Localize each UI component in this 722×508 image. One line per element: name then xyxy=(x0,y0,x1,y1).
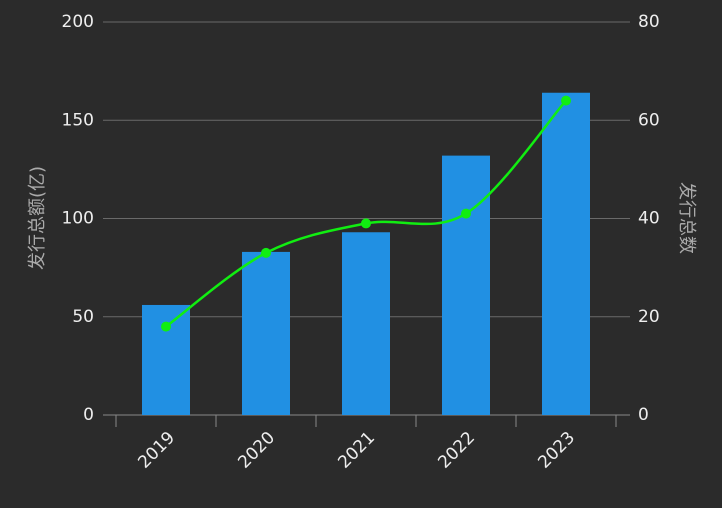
x-tick-label: 2021 xyxy=(334,428,379,473)
y2-tick-label: 0 xyxy=(638,405,649,425)
point xyxy=(561,95,571,106)
y-axis-title: 发行总额(亿) xyxy=(27,166,48,270)
y2-tick-label: 60 xyxy=(638,110,660,130)
bar xyxy=(342,232,390,415)
bar xyxy=(142,304,190,415)
bar xyxy=(542,92,590,416)
point xyxy=(261,247,271,258)
y-tick-label: 0 xyxy=(83,405,94,425)
y-tick-label: 150 xyxy=(62,110,94,130)
x-tick-label: 2022 xyxy=(434,428,479,473)
point xyxy=(461,208,471,219)
y2-tick-label: 20 xyxy=(638,307,660,327)
y2-tick-label: 80 xyxy=(638,12,660,32)
y-tick-label: 200 xyxy=(62,12,94,32)
y-tick-label: 100 xyxy=(62,209,94,229)
x-tick-label: 2023 xyxy=(534,428,579,473)
bar xyxy=(242,251,290,415)
y-tick-label: 50 xyxy=(72,307,94,327)
x-tick-label: 2019 xyxy=(134,428,179,473)
point xyxy=(161,321,171,332)
point xyxy=(361,218,371,229)
y2-tick-label: 40 xyxy=(638,209,660,229)
x-tick-label: 2020 xyxy=(234,428,279,473)
bar xyxy=(442,155,490,415)
y2-axis-title: 发行总数 xyxy=(676,182,697,254)
